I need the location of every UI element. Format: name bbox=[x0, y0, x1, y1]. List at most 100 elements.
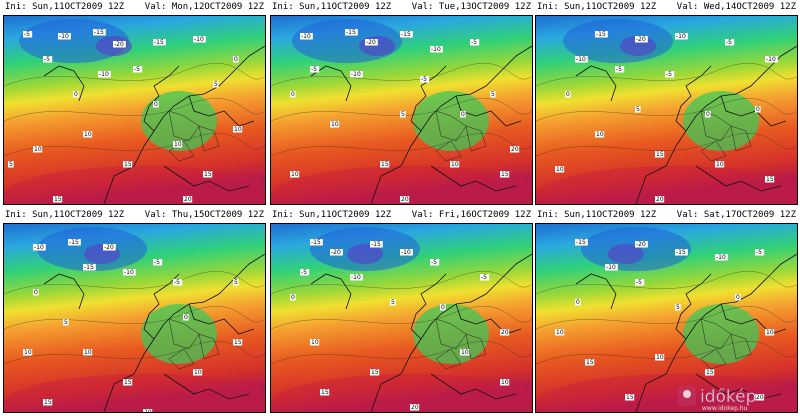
temperature-label: 10 bbox=[330, 121, 340, 128]
temperature-label: 15 bbox=[370, 369, 380, 376]
svg-text:10: 10 bbox=[311, 339, 319, 346]
temperature-label: 20 bbox=[400, 196, 410, 203]
svg-text:-5: -5 bbox=[726, 39, 732, 46]
coastline bbox=[575, 253, 797, 412]
svg-text:-15: -15 bbox=[84, 264, 94, 271]
coastline bbox=[43, 253, 265, 412]
svg-text:10: 10 bbox=[331, 121, 339, 128]
svg-text:15: 15 bbox=[381, 161, 389, 168]
watermark-url: www.idokep.hu bbox=[702, 405, 748, 412]
temperature-label: 10 bbox=[595, 131, 605, 138]
svg-text:15: 15 bbox=[124, 379, 132, 386]
svg-text:0: 0 bbox=[576, 299, 580, 306]
temperature-label: -10 bbox=[98, 71, 111, 78]
svg-text:-10: -10 bbox=[351, 274, 361, 281]
temperature-label: -10 bbox=[123, 269, 136, 276]
temperature-label: 15 bbox=[625, 394, 635, 401]
svg-text:-5: -5 bbox=[134, 66, 140, 73]
svg-text:-10: -10 bbox=[124, 269, 134, 276]
temperature-label: 10 bbox=[83, 349, 93, 356]
svg-text:10: 10 bbox=[34, 146, 42, 153]
svg-text:5: 5 bbox=[234, 279, 238, 286]
svg-text:-5: -5 bbox=[154, 259, 160, 266]
svg-text:15: 15 bbox=[586, 359, 594, 366]
svg-text:-10: -10 bbox=[351, 71, 361, 78]
coastline bbox=[575, 45, 797, 204]
svg-text:-10: -10 bbox=[576, 56, 586, 63]
temperature-label: -20 bbox=[635, 241, 648, 248]
init-time: Ini: Sun,11OCT2009 12Z bbox=[272, 2, 392, 12]
valid-time: Val: Tue,13OCT2009 12Z bbox=[411, 2, 531, 12]
init-time: Ini: Sun,11OCT2009 12Z bbox=[272, 210, 392, 220]
temperature-label: -5 bbox=[420, 76, 430, 83]
svg-text:-5: -5 bbox=[301, 269, 307, 276]
svg-text:5: 5 bbox=[491, 91, 495, 98]
svg-text:10: 10 bbox=[556, 166, 564, 173]
valid-time: Val: Fri,16OCT2009 12Z bbox=[411, 210, 531, 220]
svg-text:-20: -20 bbox=[331, 249, 341, 256]
temperature-label: -15 bbox=[595, 31, 608, 38]
svg-text:0: 0 bbox=[154, 101, 158, 108]
svg-text:-5: -5 bbox=[481, 274, 487, 281]
temperature-label: 20 bbox=[510, 146, 520, 153]
init-time: Ini: Sun,11OCT2009 12Z bbox=[537, 2, 657, 12]
temperature-label: -10 bbox=[58, 33, 71, 40]
svg-text:0: 0 bbox=[291, 294, 295, 301]
temperature-label: -5 bbox=[133, 66, 143, 73]
svg-text:0: 0 bbox=[461, 111, 465, 118]
svg-text:-10: -10 bbox=[301, 33, 311, 40]
temperature-label: 15 bbox=[765, 176, 775, 183]
svg-text:10: 10 bbox=[596, 131, 604, 138]
temperature-label: -10 bbox=[300, 33, 313, 40]
svg-text:-5: -5 bbox=[756, 249, 762, 256]
svg-text:-20: -20 bbox=[114, 41, 124, 48]
panel-header: Ini: Sun,11OCT2009 12Z Val: Thu,15OCT2009… bbox=[3, 208, 266, 223]
temperature-map: -15 -20 -15 -10 -5 -5 -10 0 5 0 -5 10 15 10 20 15 20 10 bbox=[270, 223, 533, 413]
svg-text:5: 5 bbox=[391, 299, 395, 306]
svg-text:15: 15 bbox=[766, 176, 774, 183]
svg-text:-15: -15 bbox=[676, 249, 686, 256]
temperature-label: 5 bbox=[233, 279, 239, 286]
forecast-panel-2: Ini: Sun,11OCT2009 12Z Val: Tue,13OCT2009… bbox=[270, 0, 533, 205]
temperature-label: 0 bbox=[565, 91, 571, 98]
temperature-label: -5 bbox=[173, 279, 183, 286]
temperature-label: 15 bbox=[123, 379, 133, 386]
temperature-map: -15 -20 -10 -5 -10 -5 0 -5 -10 5 0 10 15 10 15 10 0 20 bbox=[535, 15, 798, 205]
svg-text:15: 15 bbox=[706, 369, 714, 376]
forecast-panel-6: Ini: Sun,11OCT2009 12Z Val: Sat,17OCT2009… bbox=[535, 208, 798, 413]
watermark-brand: időkép bbox=[700, 387, 756, 407]
svg-text:15: 15 bbox=[626, 394, 634, 401]
temperature-label: -10 bbox=[605, 264, 618, 271]
coastline bbox=[43, 45, 265, 204]
svg-text:0: 0 bbox=[441, 304, 445, 311]
temperature-label: -15 bbox=[93, 29, 106, 36]
forecast-panel-1: Ini: Sun,11OCT2009 12Z Val: Mon,12OCT2009… bbox=[3, 0, 266, 205]
temperature-label: 10 bbox=[765, 329, 775, 336]
svg-text:15: 15 bbox=[204, 171, 212, 178]
temperature-label: 15 bbox=[123, 161, 133, 168]
svg-text:-15: -15 bbox=[69, 239, 79, 246]
temperature-label: -15 bbox=[675, 249, 688, 256]
temperature-label: -5 bbox=[615, 66, 625, 73]
valid-time: Val: Sat,17OCT2009 12Z bbox=[676, 210, 796, 220]
svg-text:10: 10 bbox=[174, 141, 182, 148]
temperature-label: 15 bbox=[380, 161, 390, 168]
temperature-label: -10 bbox=[715, 254, 728, 261]
temperature-label: -20 bbox=[635, 36, 648, 43]
svg-text:-15: -15 bbox=[596, 31, 606, 38]
temperature-label: -15 bbox=[575, 239, 588, 246]
svg-text:-10: -10 bbox=[401, 249, 411, 256]
svg-text:15: 15 bbox=[501, 171, 509, 178]
svg-text:0: 0 bbox=[566, 91, 570, 98]
svg-text:20: 20 bbox=[144, 409, 152, 412]
svg-text:-5: -5 bbox=[666, 71, 672, 78]
svg-text:5: 5 bbox=[401, 111, 405, 118]
temperature-label: 10 bbox=[715, 161, 725, 168]
temperature-label: -15 bbox=[68, 239, 81, 246]
temperature-label: -5 bbox=[635, 279, 645, 286]
svg-text:15: 15 bbox=[124, 161, 132, 168]
temperature-label: 15 bbox=[203, 171, 213, 178]
svg-text:-20: -20 bbox=[104, 244, 114, 251]
forecast-panel-3: Ini: Sun,11OCT2009 12Z Val: Wed,14OCT2009… bbox=[535, 0, 798, 205]
svg-text:20: 20 bbox=[756, 394, 764, 401]
